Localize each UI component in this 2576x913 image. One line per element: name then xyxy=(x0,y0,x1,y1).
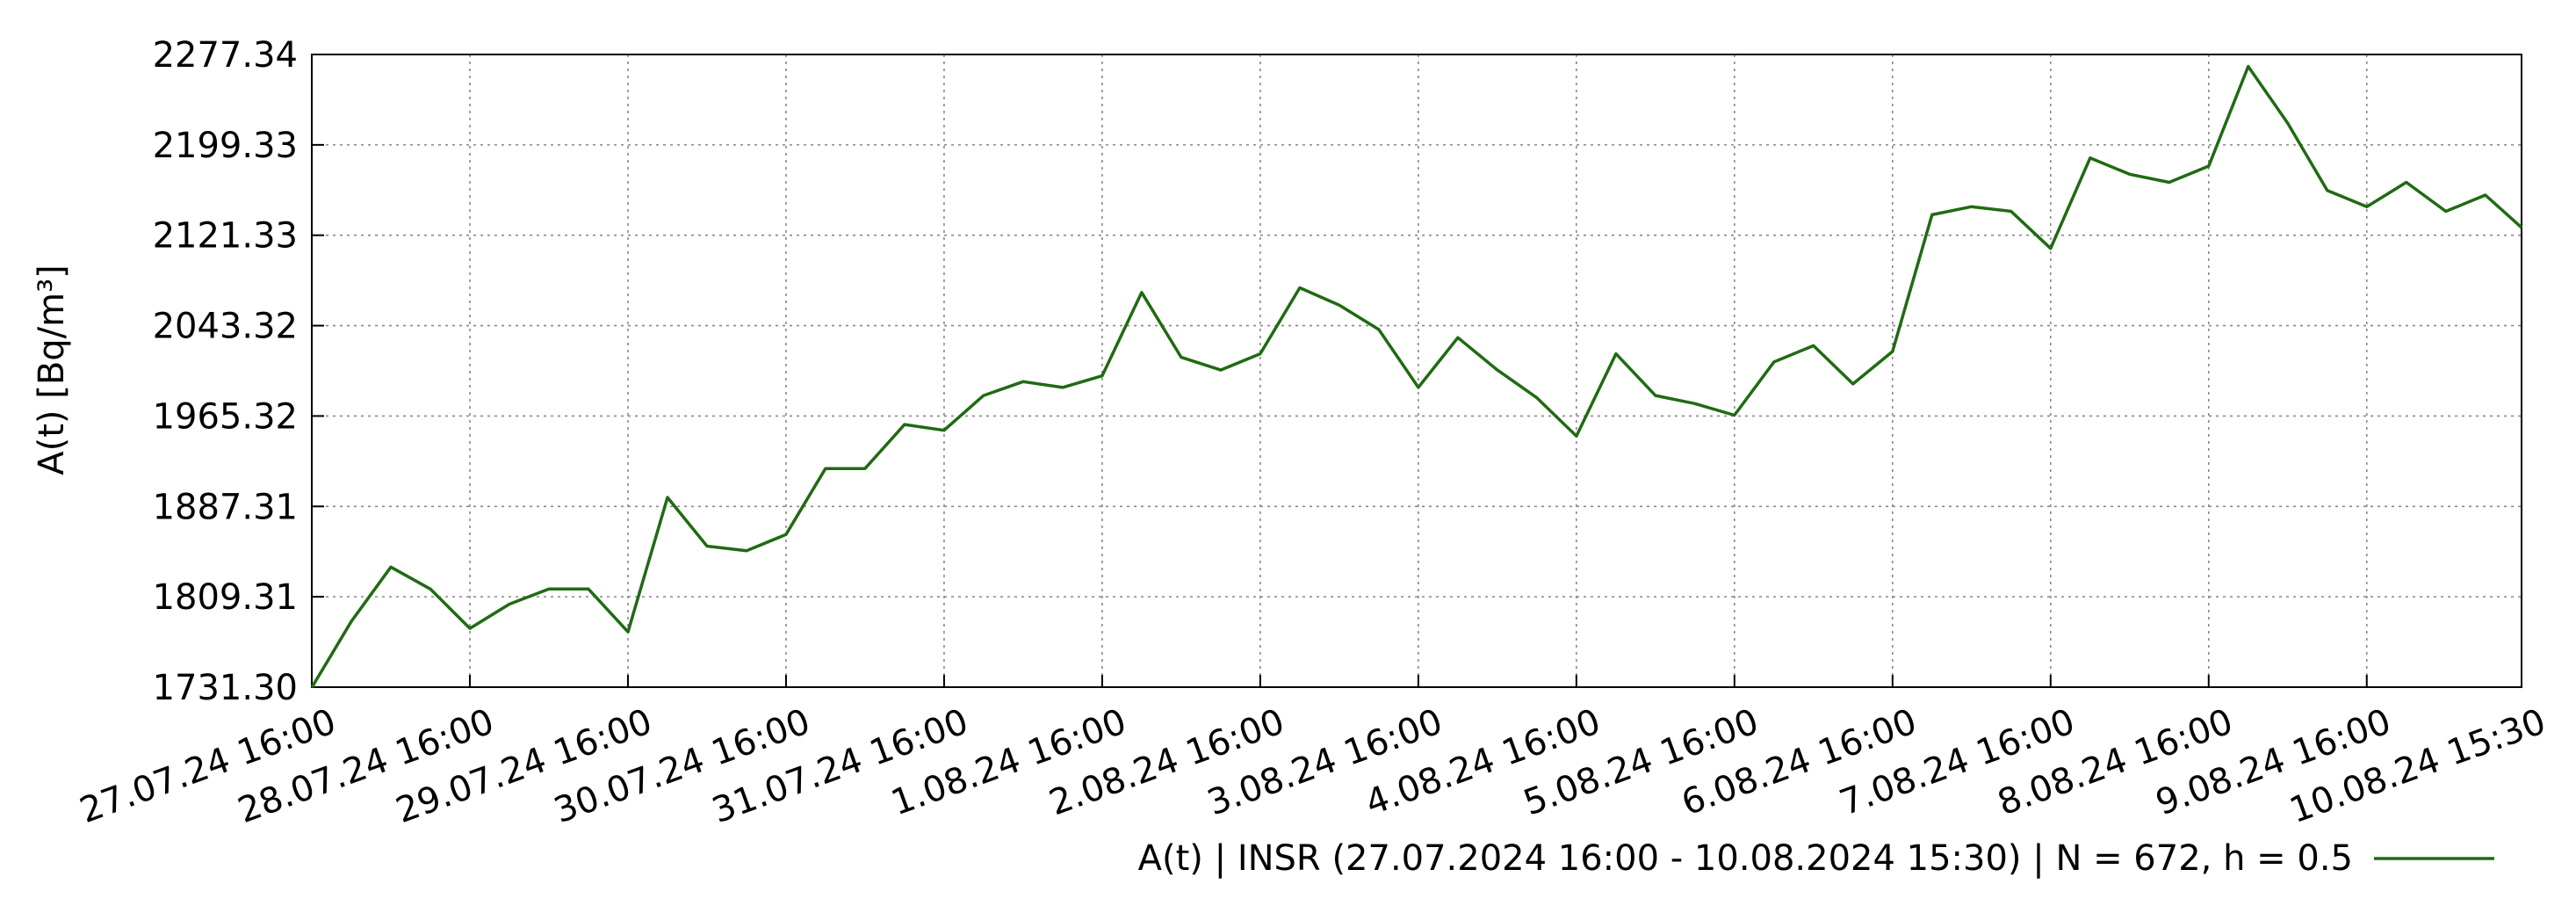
y-tick-label: 1965.32 xyxy=(153,396,298,437)
x-tick-label: 10.08.24 15:30 xyxy=(2284,701,2551,831)
y-tick-label: 1809.31 xyxy=(153,577,298,618)
y-tick-label: 2199.33 xyxy=(153,126,298,166)
y-tick-label: 1731.30 xyxy=(153,668,298,708)
y-tick-label: 2121.33 xyxy=(153,216,298,257)
plot-border xyxy=(311,54,2522,688)
legend-label: A(t) | INSR (27.07.2024 16:00 - 10.08.20… xyxy=(1138,838,2353,879)
y-tick-label: 1887.31 xyxy=(153,487,298,527)
y-tick-label: 2043.32 xyxy=(153,307,298,347)
y-tick-label: 2277.34 xyxy=(153,35,298,76)
y-axis-label: A(t) [Bq/m³] xyxy=(32,264,72,475)
data-line xyxy=(310,64,2523,689)
x-tick-label: 27.07.24 16:00 xyxy=(75,701,341,831)
